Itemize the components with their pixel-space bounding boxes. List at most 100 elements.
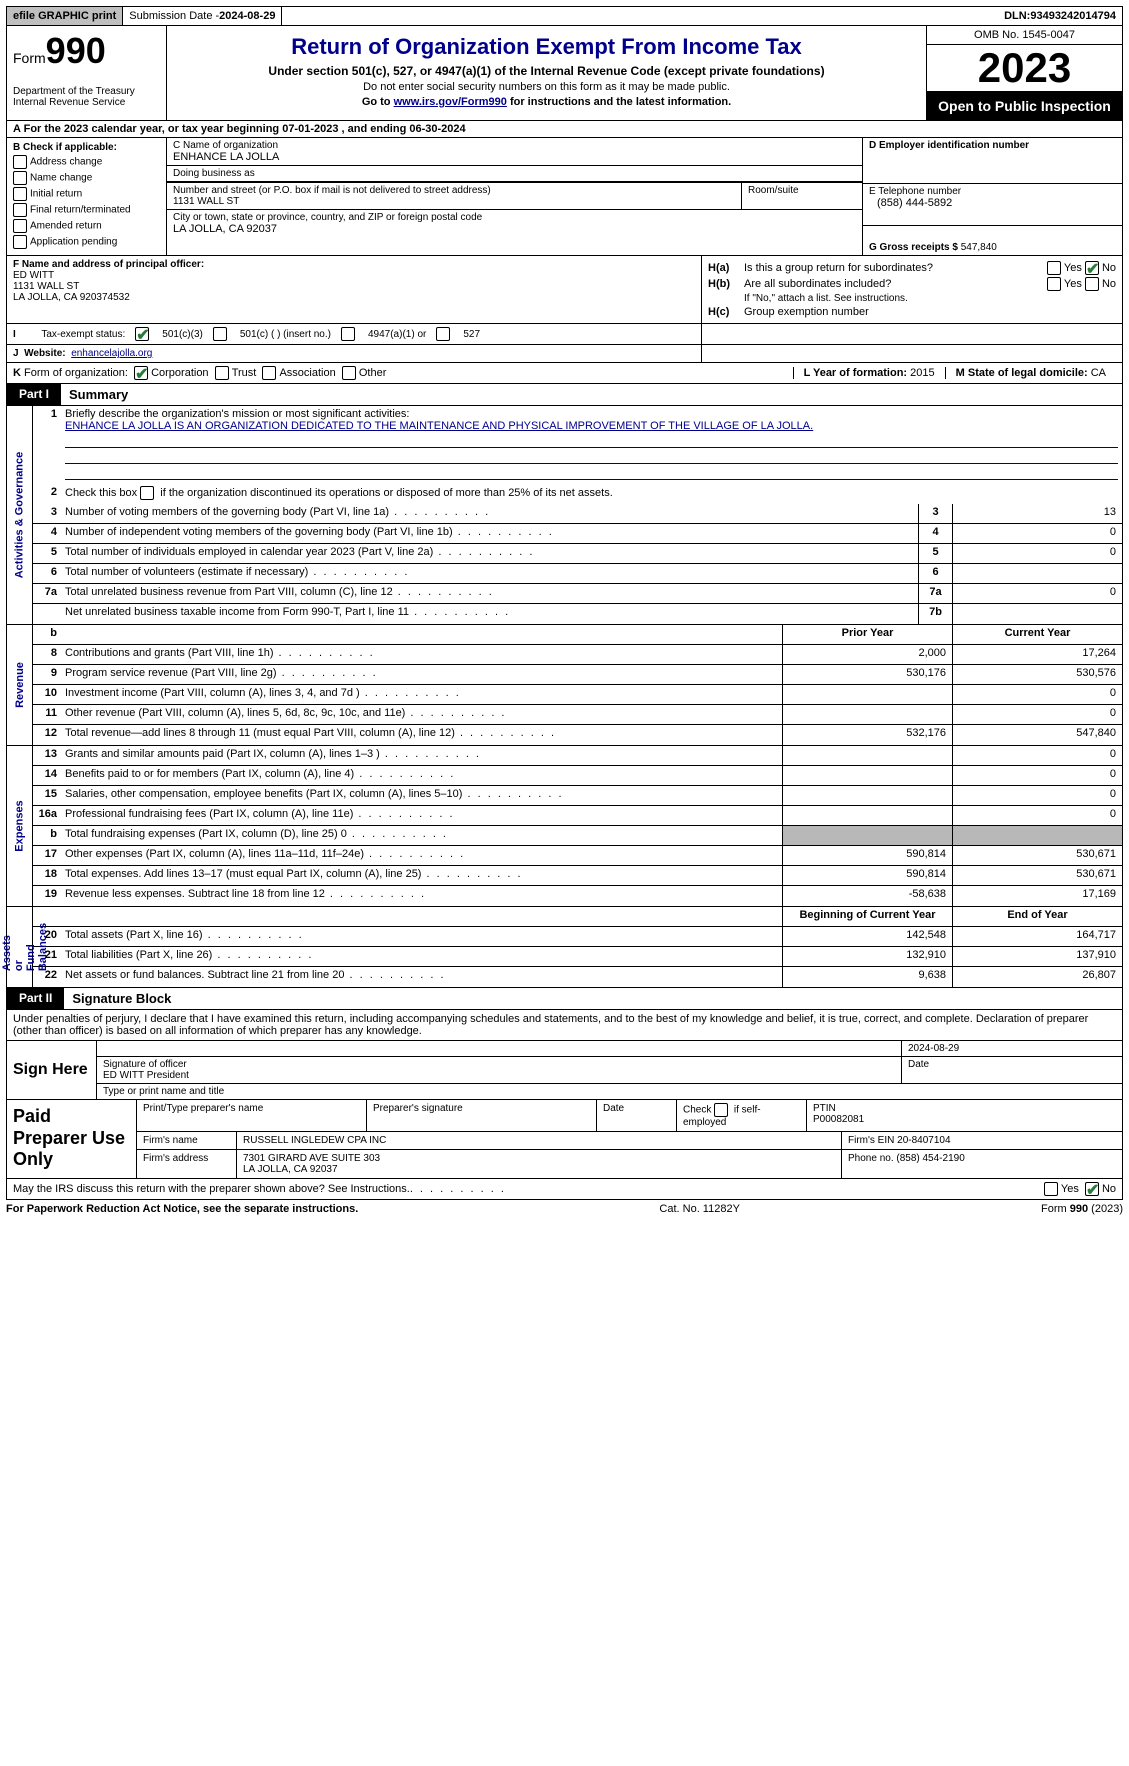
k-trust[interactable] [215, 366, 229, 380]
form-number: Form990 [13, 30, 160, 72]
discuss-no[interactable] [1085, 1182, 1099, 1196]
table-row: 19Revenue less expenses. Subtract line 1… [33, 886, 1122, 906]
d-val [869, 151, 1116, 157]
hb-no[interactable] [1085, 277, 1099, 291]
preparer-block: Paid Preparer Use Only Print/Type prepar… [6, 1100, 1123, 1179]
fh-area: F Name and address of principal officer:… [6, 256, 1123, 324]
b-item-4[interactable]: Amended return [13, 219, 160, 233]
goto-pre: Go to [362, 96, 394, 108]
footer-right: Form 990 (2023) [1041, 1203, 1123, 1215]
prep-ein-lbl: Firm's EIN [848, 1135, 897, 1146]
col-deg: D Employer identification number E Telep… [862, 138, 1122, 255]
gov-row: 7aTotal unrelated business revenue from … [33, 584, 1122, 604]
row-j: J Website: enhancelajolla.org [6, 345, 1123, 363]
b-item-1[interactable]: Name change [13, 171, 160, 185]
c-name-lbl: C Name of organization [173, 140, 856, 151]
ha-no[interactable] [1085, 261, 1099, 275]
goto-post: for instructions and the latest informat… [507, 96, 731, 108]
preparer-label: Paid Preparer Use Only [7, 1100, 137, 1178]
table-row: 9Program service revenue (Part VIII, lin… [33, 665, 1122, 685]
form-990-number: 990 [46, 30, 106, 71]
c-room-lbl: Room/suite [748, 185, 856, 196]
col-b: B Check if applicable: Address change Nam… [7, 138, 167, 255]
sig-officer-lbl: Signature of officer [103, 1059, 895, 1070]
ha-yes[interactable] [1047, 261, 1061, 275]
table-row: 22Net assets or fund balances. Subtract … [33, 967, 1122, 987]
l-lbl: L Year of formation: [804, 367, 911, 379]
table-row: 8Contributions and grants (Part VIII, li… [33, 645, 1122, 665]
i-opt0: 501(c)(3) [162, 329, 203, 340]
hb-yes[interactable] [1047, 277, 1061, 291]
form-header: Form990 Department of the Treasury Inter… [6, 26, 1123, 121]
prep-ptin: P00082081 [813, 1114, 864, 1125]
table-row: 21Total liabilities (Part X, line 26)132… [33, 947, 1122, 967]
hdr-end: End of Year [952, 907, 1122, 926]
prep-phone: (858) 454-2190 [896, 1153, 964, 1164]
sign-here-block: Sign Here 2024-08-29 Signature of office… [6, 1040, 1123, 1100]
table-row: 20Total assets (Part X, line 16)142,5481… [33, 927, 1122, 947]
part2-title: Signature Block [64, 988, 179, 1009]
dln-value: 93493242014794 [1030, 10, 1116, 22]
table-row: 18Total expenses. Add lines 13–17 (must … [33, 866, 1122, 886]
c-name: ENHANCE LA JOLLA [173, 151, 856, 163]
prep-h2: Preparer's signature [367, 1100, 597, 1131]
discuss-yes[interactable] [1044, 1182, 1058, 1196]
instr-ssn: Do not enter social security numbers on … [173, 81, 920, 93]
summary-governance: Activities & Governance 1 Briefly descri… [6, 406, 1123, 625]
efile-button[interactable]: efile GRAPHIC print [7, 7, 123, 25]
b-item-0[interactable]: Address change [13, 155, 160, 169]
table-row: 10Investment income (Part VIII, column (… [33, 685, 1122, 705]
b-item-5[interactable]: Application pending [13, 235, 160, 249]
k-opt1: Trust [232, 367, 257, 379]
dln-cell: DLN: 93493242014794 [998, 7, 1122, 25]
q1-lbl: Briefly describe the organization's miss… [65, 408, 409, 420]
side-revenue: Revenue [14, 662, 26, 708]
i-527[interactable] [436, 327, 450, 341]
form-label: Form [13, 50, 46, 66]
table-row: 15Salaries, other compensation, employee… [33, 786, 1122, 806]
row-klm: K Form of organization: Corporation Trus… [6, 363, 1123, 384]
c-addr-lbl: Number and street (or P.O. box if mail i… [173, 185, 735, 196]
prep-addr-lbl: Firm's address [137, 1150, 237, 1178]
prep-h4: Check if self-employed [677, 1100, 807, 1131]
side-governance: Activities & Governance [14, 452, 26, 579]
hc-text: Group exemption number [744, 306, 869, 318]
summary-expenses: Expenses 13Grants and similar amounts pa… [6, 746, 1123, 907]
table-row: 12Total revenue—add lines 8 through 11 (… [33, 725, 1122, 745]
b-item-2[interactable]: Initial return [13, 187, 160, 201]
q2: Check this box if the organization disco… [65, 487, 613, 499]
q2-checkbox[interactable] [140, 486, 154, 500]
j-website[interactable]: enhancelajolla.org [71, 348, 152, 359]
prep-addr1: 7301 GIRARD AVE SUITE 303 [243, 1153, 380, 1164]
c-dba-lbl: Doing business as [173, 168, 856, 179]
table-row: 13Grants and similar amounts paid (Part … [33, 746, 1122, 766]
prep-firm-lbl: Firm's name [137, 1132, 237, 1149]
b-header: B Check if applicable: [13, 142, 160, 153]
b-item-3[interactable]: Final return/terminated [13, 203, 160, 217]
prep-firm: RUSSELL INGLEDEW CPA INC [237, 1132, 842, 1149]
irs-link[interactable]: www.irs.gov/Form990 [394, 96, 507, 108]
hb-tag: H(b) [708, 278, 744, 290]
footer: For Paperwork Reduction Act Notice, see … [6, 1200, 1123, 1218]
submission-date: 2024-08-29 [219, 10, 275, 22]
m-val: CA [1091, 367, 1106, 379]
form-title: Return of Organization Exempt From Incom… [173, 34, 920, 60]
k-other[interactable] [342, 366, 356, 380]
submission-label: Submission Date - [129, 10, 219, 22]
i-opt2: 4947(a)(1) or [368, 329, 426, 340]
discuss-row: May the IRS discuss this return with the… [6, 1179, 1123, 1200]
prep-selfemp-cb[interactable] [714, 1103, 728, 1117]
k-corp[interactable] [134, 366, 148, 380]
sig-declaration: Under penalties of perjury, I declare th… [6, 1010, 1123, 1040]
i-501c[interactable] [213, 327, 227, 341]
tax-year: 2023 [927, 45, 1122, 92]
sig-nametype-lbl: Type or print name and title [97, 1084, 1122, 1099]
prep-ptin-lbl: PTIN [813, 1103, 836, 1114]
table-row: bTotal fundraising expenses (Part IX, co… [33, 826, 1122, 846]
k-opt3: Other [359, 367, 387, 379]
row-i: I Tax-exempt status: 501(c)(3) 501(c) ( … [6, 324, 1123, 345]
k-assoc[interactable] [262, 366, 276, 380]
part1-tag: Part I [7, 384, 61, 405]
i-4947[interactable] [341, 327, 355, 341]
i-501c3[interactable] [135, 327, 149, 341]
